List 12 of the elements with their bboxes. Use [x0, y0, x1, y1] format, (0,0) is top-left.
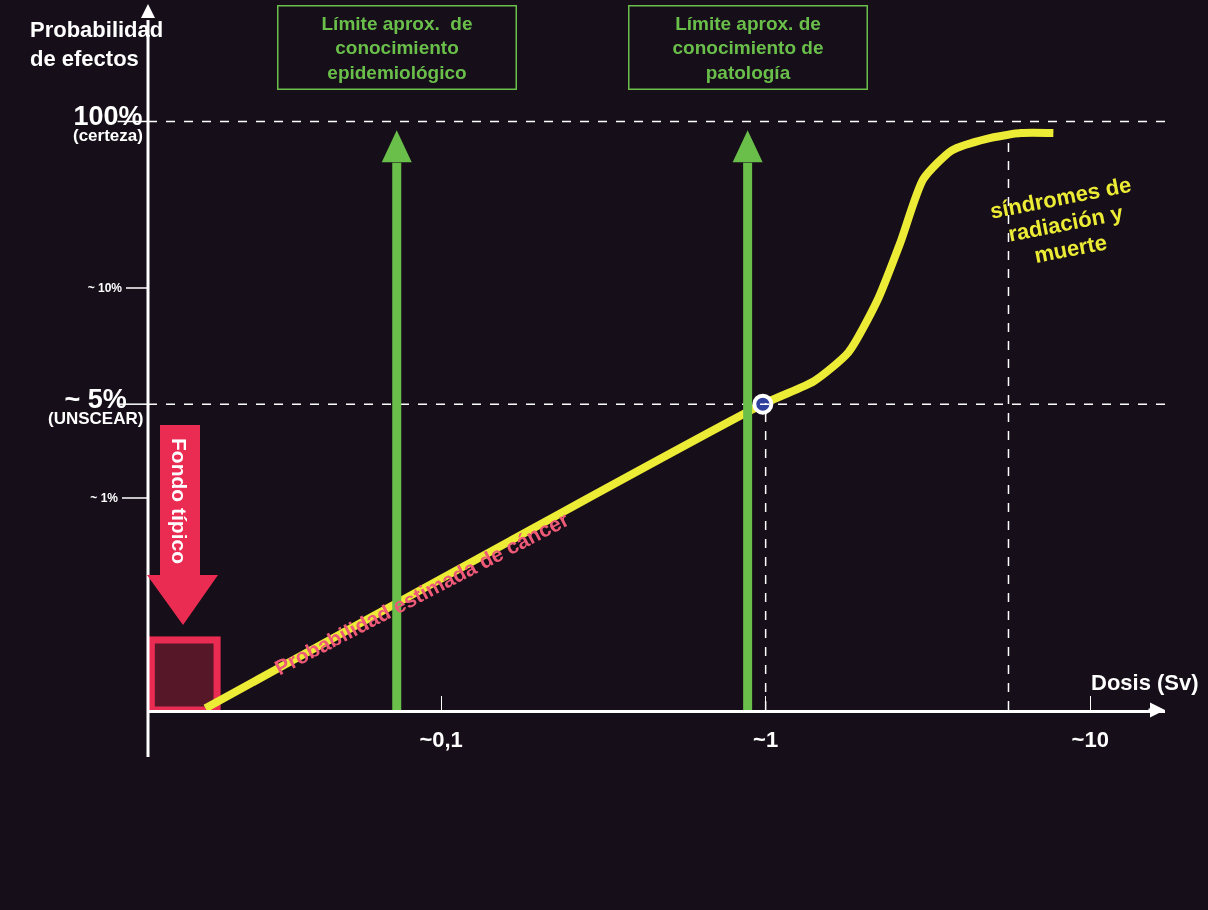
x-axis-title: Dosis (Sv): [1091, 670, 1199, 695]
text: ~ 1%: [90, 491, 119, 505]
x-tick-label: ~0,1: [419, 727, 463, 753]
ref-line-label: Límite aprox. de conocimiento de patología: [672, 12, 824, 83]
x-tick-label: ~1: [753, 727, 779, 753]
annotation: síndromes de radiación y muerte: [987, 171, 1134, 268]
annotation: Fondo típico: [168, 438, 191, 564]
ref-line-label: 100% (certeza): [73, 101, 143, 145]
ref-line-label: Límite aprox. de conocimiento epidemiológico: [321, 12, 473, 83]
text: ~ 10%: [87, 281, 123, 295]
ref-line-label: ~ 5% (UNSCEAR): [48, 384, 144, 428]
x-tick-label: ~10: [1071, 727, 1109, 753]
